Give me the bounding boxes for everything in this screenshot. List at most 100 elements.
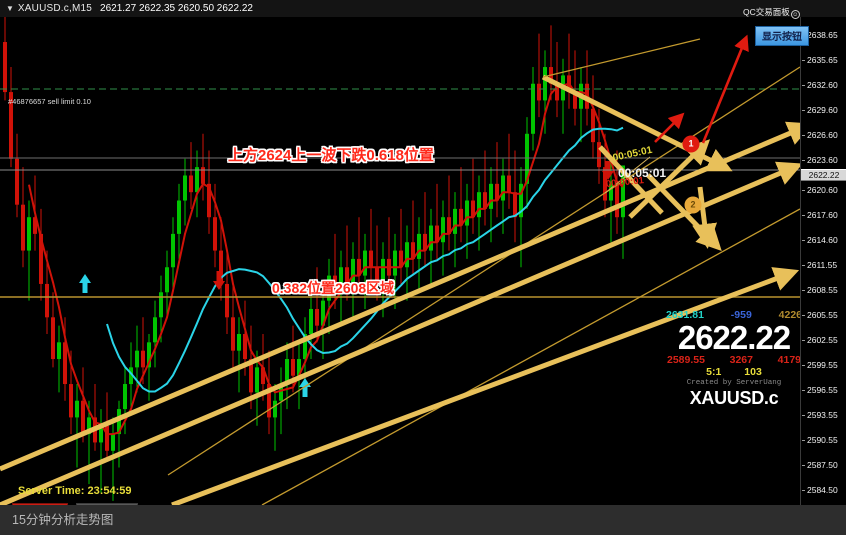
forecast-leg-down-1	[598, 145, 664, 215]
candle-body	[129, 367, 133, 385]
candle-body	[201, 167, 205, 184]
candle-body	[63, 342, 67, 385]
candle-body	[327, 275, 331, 301]
candlestick-series	[3, 17, 625, 501]
price-tick: 2593.55	[802, 410, 838, 420]
price-tick: 2599.55	[802, 360, 838, 370]
chart-symbol-label: XAUUSD.c,M15	[17, 3, 93, 14]
candle-body	[357, 258, 361, 276]
candle-body	[597, 142, 601, 168]
candle-body	[501, 175, 505, 201]
trend-rail-second	[0, 161, 800, 505]
candle-body	[447, 217, 451, 234]
candle-body	[615, 183, 619, 218]
qc-panel-title: QC交易面板	[743, 7, 790, 17]
candle-body	[135, 350, 139, 368]
candle-body	[51, 317, 55, 360]
candle-body	[75, 400, 79, 418]
candle-body	[441, 217, 445, 243]
candle-body	[303, 333, 307, 360]
trend-rail-flat	[171, 267, 800, 505]
support-resistance-button[interactable]: S&R	[76, 503, 138, 505]
sell-limit-order-label: #46876657 sell limit 0.10	[8, 97, 91, 106]
price-tick: 2632.60	[802, 80, 838, 90]
red-projection-large	[701, 34, 749, 144]
candle-body	[531, 83, 535, 134]
quote-count: 103	[744, 366, 762, 378]
candle-body	[369, 250, 373, 268]
price-tick: 2623.60	[802, 155, 838, 165]
candle-body	[555, 83, 559, 101]
candle-body	[489, 183, 493, 209]
quote-volume: 4226	[778, 309, 800, 321]
candle-body	[285, 359, 289, 385]
candle-body	[21, 204, 25, 251]
candle-body	[267, 384, 271, 418]
candle-body	[453, 208, 457, 234]
candle-body	[141, 350, 145, 368]
candle-body	[621, 165, 625, 218]
candle-body	[609, 183, 613, 201]
chart-dropdown-caret[interactable]: ▼	[6, 4, 14, 13]
candle-body	[423, 233, 427, 251]
candle-body	[351, 258, 355, 284]
candle-body	[405, 242, 409, 268]
candle-body	[177, 200, 181, 234]
candle-body	[393, 250, 397, 276]
candle-body	[237, 333, 241, 351]
descending-resistance-ext	[542, 38, 701, 78]
price-tick: 2590.55	[802, 435, 838, 445]
smiley-icon: ☺	[790, 10, 800, 19]
candle-body	[153, 317, 157, 343]
quote-top-row: 2631.81 -959 4226	[664, 309, 800, 321]
candle-body	[9, 92, 13, 159]
forecast-leg-down-3	[692, 186, 718, 249]
candle-body	[297, 359, 301, 376]
candle-body	[345, 267, 349, 284]
chart-drawings	[0, 34, 800, 505]
candle-body	[255, 367, 259, 393]
quote-current-price: 2622.22	[677, 319, 791, 356]
panel-toggle-red-button[interactable]: ■■■■	[12, 503, 68, 505]
candle-body	[417, 233, 421, 259]
buy-arrow	[299, 378, 311, 397]
candle-body	[261, 367, 265, 385]
candle-body	[159, 292, 163, 318]
candle-body	[57, 342, 61, 360]
candle-body	[315, 308, 319, 326]
candle-body	[87, 417, 91, 435]
quote-stats-panel: 2631.81 -959 4226 2622.22 2589.55 3267 4…	[664, 309, 800, 409]
price-tick: 2608.55	[802, 285, 838, 295]
candle-body	[543, 67, 547, 101]
price-scale-axis[interactable]: 2638.65 2635.65 2632.60 2629.60 2626.60 2623.…	[800, 17, 846, 518]
quote-ratio-row: 5:1 103	[664, 366, 800, 378]
candle-body	[603, 167, 607, 201]
candle-body	[69, 384, 73, 418]
candle-body	[381, 258, 385, 284]
candle-body	[225, 283, 229, 318]
candle-body	[519, 183, 523, 218]
candle-body	[165, 267, 169, 293]
candle-body	[459, 208, 463, 226]
quote-right: 4179	[777, 354, 800, 366]
candle-body	[483, 192, 487, 209]
candle-body	[207, 183, 211, 218]
countdown-timer-white: 00:05:01	[618, 166, 667, 180]
show-panel-button[interactable]: 显示按钮	[755, 26, 809, 46]
price-tick: 2620.60	[802, 185, 838, 195]
candle-body	[375, 267, 379, 284]
chart-button-row: ■■■■ S&R	[12, 503, 138, 505]
candle-body	[507, 175, 511, 193]
annotation-fib-618: 上方2624上一波下跌0.618位置	[228, 147, 434, 164]
candle-body	[537, 83, 541, 101]
candle-body	[477, 192, 481, 218]
candle-body	[219, 250, 223, 284]
candle-body	[309, 308, 313, 334]
candle-body	[333, 275, 337, 293]
chart-canvas[interactable]: #46876657 sell limit 0.10 上方2624上一波下跌0.6…	[0, 17, 800, 505]
candle-body	[117, 409, 121, 435]
forecast-leg-up-1	[628, 139, 711, 219]
trend-rail-main	[0, 121, 800, 472]
qc-panel-label: QC交易面板 ☺	[743, 6, 800, 19]
